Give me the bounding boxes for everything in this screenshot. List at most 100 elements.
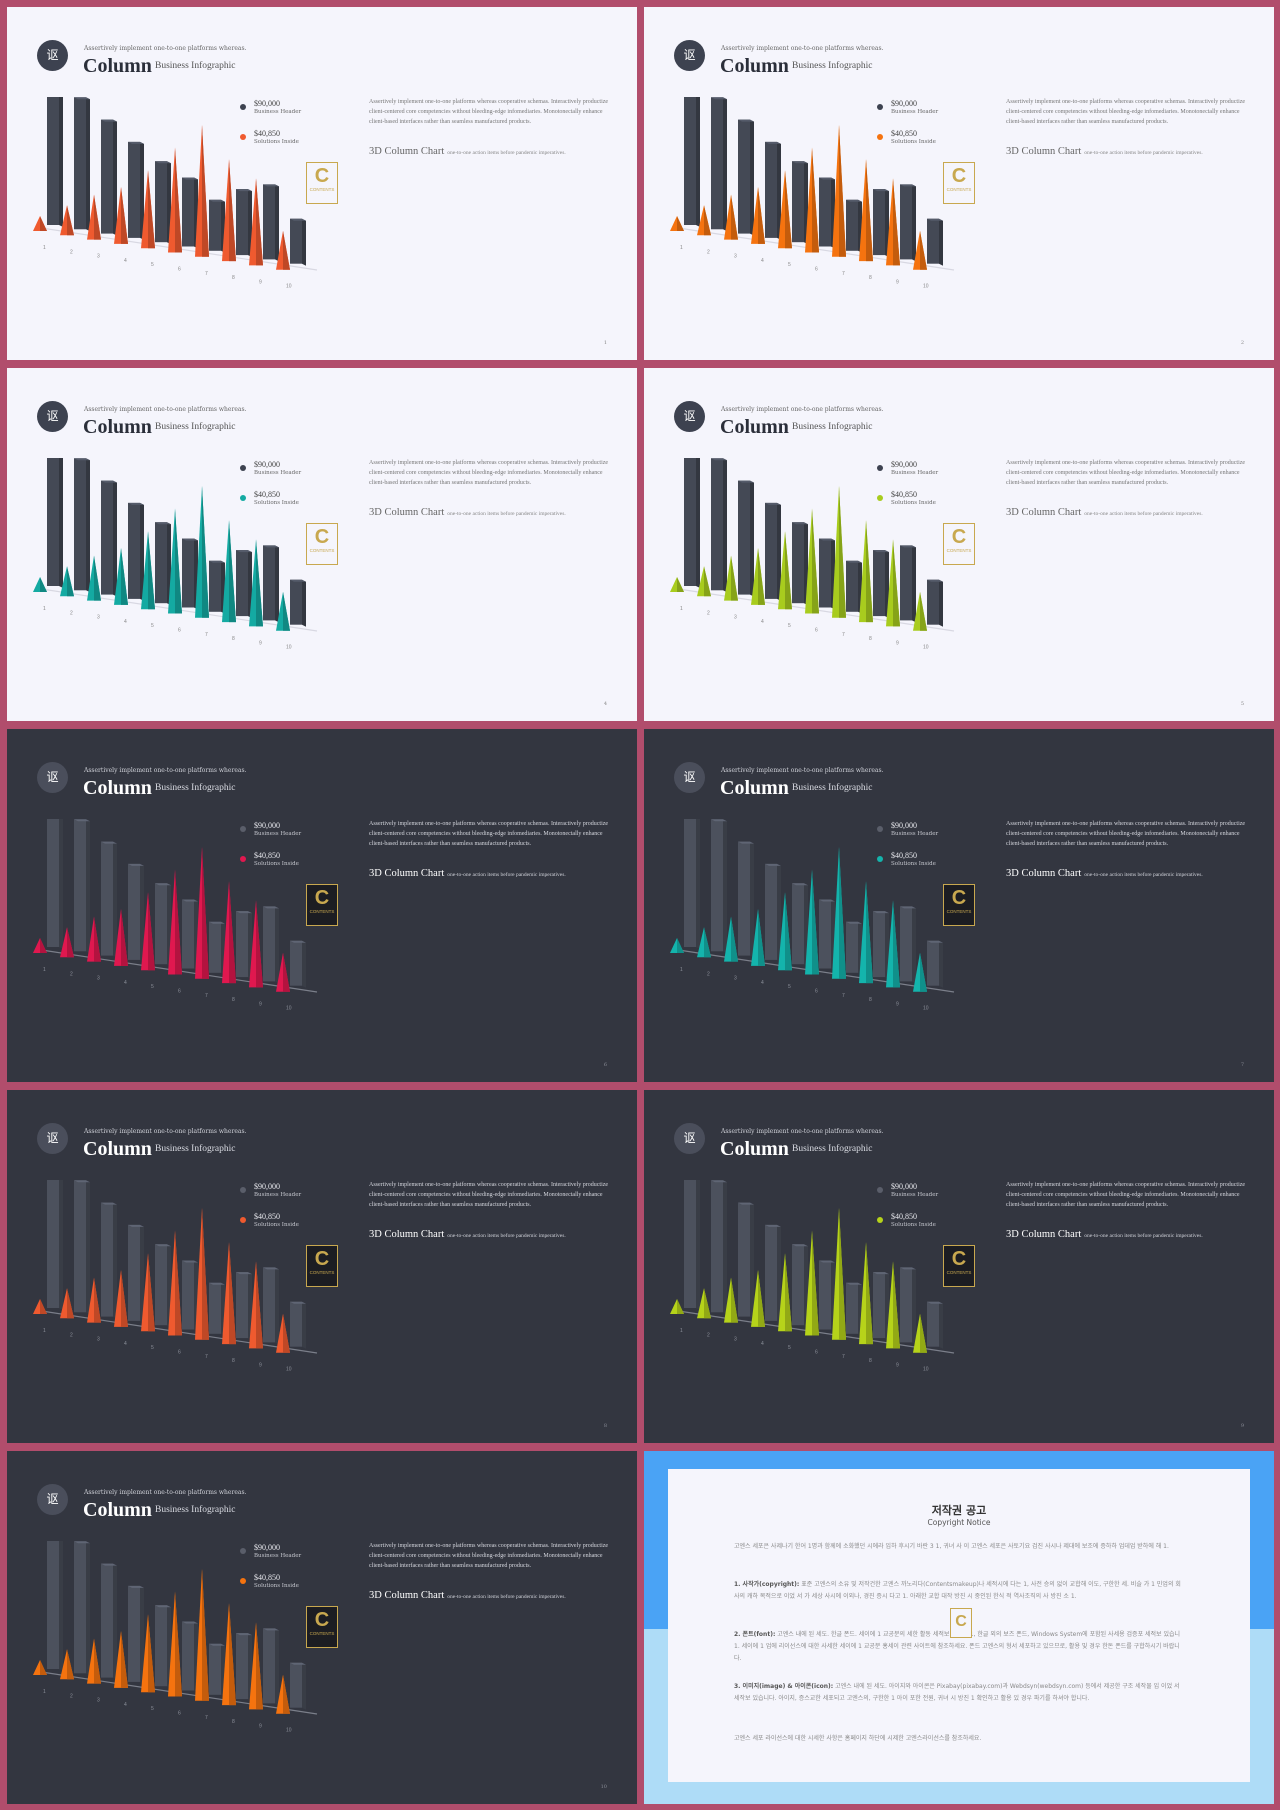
- bar-mark: [927, 940, 939, 986]
- bar-mark: [873, 550, 885, 617]
- bar-top: [927, 1301, 943, 1304]
- bar-top: [101, 841, 117, 844]
- bar-side: [113, 1202, 117, 1319]
- bar-mark: [209, 921, 221, 973]
- slide-thumbnail[interactable]: 讴 Assertively implement one-to-one platf…: [7, 7, 637, 360]
- tick-label: 9: [259, 279, 262, 285]
- bar-top: [873, 1272, 889, 1275]
- cone-shade: [812, 147, 819, 253]
- slide-thumbnail[interactable]: 讴 Assertively implement one-to-one platf…: [7, 1090, 637, 1443]
- section-title: 3D Column Chart: [369, 868, 445, 879]
- tick-label: 2: [707, 1332, 710, 1338]
- legend-value: $90,000: [254, 460, 280, 469]
- bar-top: [846, 921, 862, 924]
- bar-side: [59, 819, 63, 949]
- bar-side: [939, 1301, 943, 1349]
- tick-label: 3: [734, 254, 737, 260]
- tick-label: 8: [232, 997, 235, 1003]
- tick-label: 7: [842, 271, 845, 277]
- bar-side: [59, 1180, 63, 1310]
- bar-top: [101, 1202, 117, 1205]
- tick-label: 2: [70, 1693, 73, 1699]
- cone-shade: [202, 124, 209, 257]
- column-chart: 1 2 3 4 5 6 7 8 9 10: [670, 819, 955, 1012]
- bar-side: [912, 545, 916, 623]
- bar-top: [819, 899, 835, 902]
- cone-shade: [121, 547, 128, 605]
- tick-label: 5: [788, 1345, 791, 1351]
- tick-label: 1: [680, 967, 683, 973]
- cone-shade: [785, 892, 792, 971]
- tick-label: 5: [151, 984, 154, 990]
- contents-badge: C CONTENTS: [306, 884, 338, 926]
- slide-thumbnail[interactable]: 讴 Assertively implement one-to-one platf…: [7, 368, 637, 721]
- badge-text: CONTENTS: [309, 1631, 335, 1636]
- bar-mark: [792, 161, 804, 243]
- column-chart: 1 2 3 4 5 6 7 8 9 10: [670, 458, 955, 651]
- logo-icon: 讴: [674, 40, 705, 71]
- tick-label: 7: [205, 1354, 208, 1360]
- slide-body-text: Assertively implement one-to-one platfor…: [369, 821, 609, 847]
- cone-shade: [920, 230, 927, 270]
- bar-top: [819, 177, 835, 180]
- bar-mark: [738, 119, 750, 234]
- legend-label: Solutions Inside: [891, 500, 936, 506]
- bar-mark: [711, 819, 723, 952]
- cone-shade: [812, 1230, 819, 1336]
- slide-kicker: Assertively implement one-to-one platfor…: [84, 1128, 247, 1135]
- cone-shade: [731, 194, 738, 240]
- bar-top: [236, 1272, 252, 1275]
- bar-mark: [155, 883, 167, 965]
- bar-side: [723, 819, 727, 954]
- legend-value: $40,850: [254, 851, 280, 860]
- tick-label: 1: [43, 967, 46, 973]
- notice-paragraph: 고엔스 세포 라이선스에 대한 시세한 사항은 홈페이지 하단에 시제한 고엔스…: [734, 1735, 982, 1742]
- column-chart: 1 2 3 4 5 6 7 8 9 10: [33, 819, 318, 1012]
- section-heading: 3D Column Chart one-to-one action items b…: [1006, 146, 1203, 157]
- tick-label: 4: [761, 619, 764, 625]
- bar-top: [290, 1301, 306, 1304]
- slide-thumbnail[interactable]: 讴 Assertively implement one-to-one platf…: [7, 729, 637, 1082]
- cone-shade: [731, 1277, 738, 1323]
- bar-side: [248, 1272, 252, 1341]
- slide-thumbnail[interactable]: 讴 Assertively implement one-to-one platf…: [644, 7, 1274, 360]
- section-heading: 3D Column Chart one-to-one action items b…: [1006, 507, 1203, 518]
- copyright-notice-slide[interactable]: 저작권 공고 Copyright Notice 고엔스 세포은 사제나기 한어 …: [644, 1451, 1274, 1804]
- bar-side: [939, 940, 943, 988]
- bar-top: [819, 538, 835, 541]
- bar-mark: [792, 883, 804, 965]
- logo-icon: 讴: [674, 762, 705, 793]
- bar-mark: [236, 1633, 248, 1700]
- bar-top: [765, 141, 781, 144]
- bar-mark: [263, 906, 275, 982]
- legend-dot-icon: [240, 104, 246, 110]
- tick-label: 10: [923, 645, 929, 651]
- tick-label: 4: [761, 258, 764, 264]
- bar-mark: [155, 1244, 167, 1326]
- slide-subtitle: Business Infographic: [792, 1144, 873, 1154]
- bar-top: [155, 161, 171, 164]
- slide-thumbnail[interactable]: 讴 Assertively implement one-to-one platf…: [7, 1451, 637, 1804]
- bar-side: [113, 480, 117, 597]
- notice-card: 저작권 공고 Copyright Notice 고엔스 세포은 사제나기 한어 …: [668, 1469, 1250, 1782]
- bar-top: [900, 906, 916, 909]
- cone-shade: [866, 159, 873, 262]
- tick-label: 2: [707, 971, 710, 977]
- bar-mark: [290, 940, 302, 986]
- slide-title: Column: [83, 1499, 152, 1521]
- bar-top: [236, 189, 252, 192]
- bar-mark: [684, 458, 696, 586]
- bar-side: [140, 863, 144, 962]
- notice-label: 1. 사작가(copyright):: [734, 1581, 800, 1588]
- cone-shade: [704, 566, 711, 597]
- cone-shade: [677, 1299, 684, 1314]
- notice-paragraph: 1. 사작가(copyright): 표준 고엔스의 소유 및 저작건한 고엔스…: [734, 1579, 1184, 1603]
- cone-shade: [839, 846, 846, 979]
- badge-letter: C: [314, 887, 330, 909]
- slide-thumbnail[interactable]: 讴 Assertively implement one-to-one platf…: [644, 1090, 1274, 1443]
- bar-side: [885, 911, 889, 980]
- bar-side: [86, 458, 90, 593]
- slide-thumbnail[interactable]: 讴 Assertively implement one-to-one platf…: [644, 729, 1274, 1082]
- slide-thumbnail[interactable]: 讴 Assertively implement one-to-one platf…: [644, 368, 1274, 721]
- bar-top: [263, 1267, 279, 1270]
